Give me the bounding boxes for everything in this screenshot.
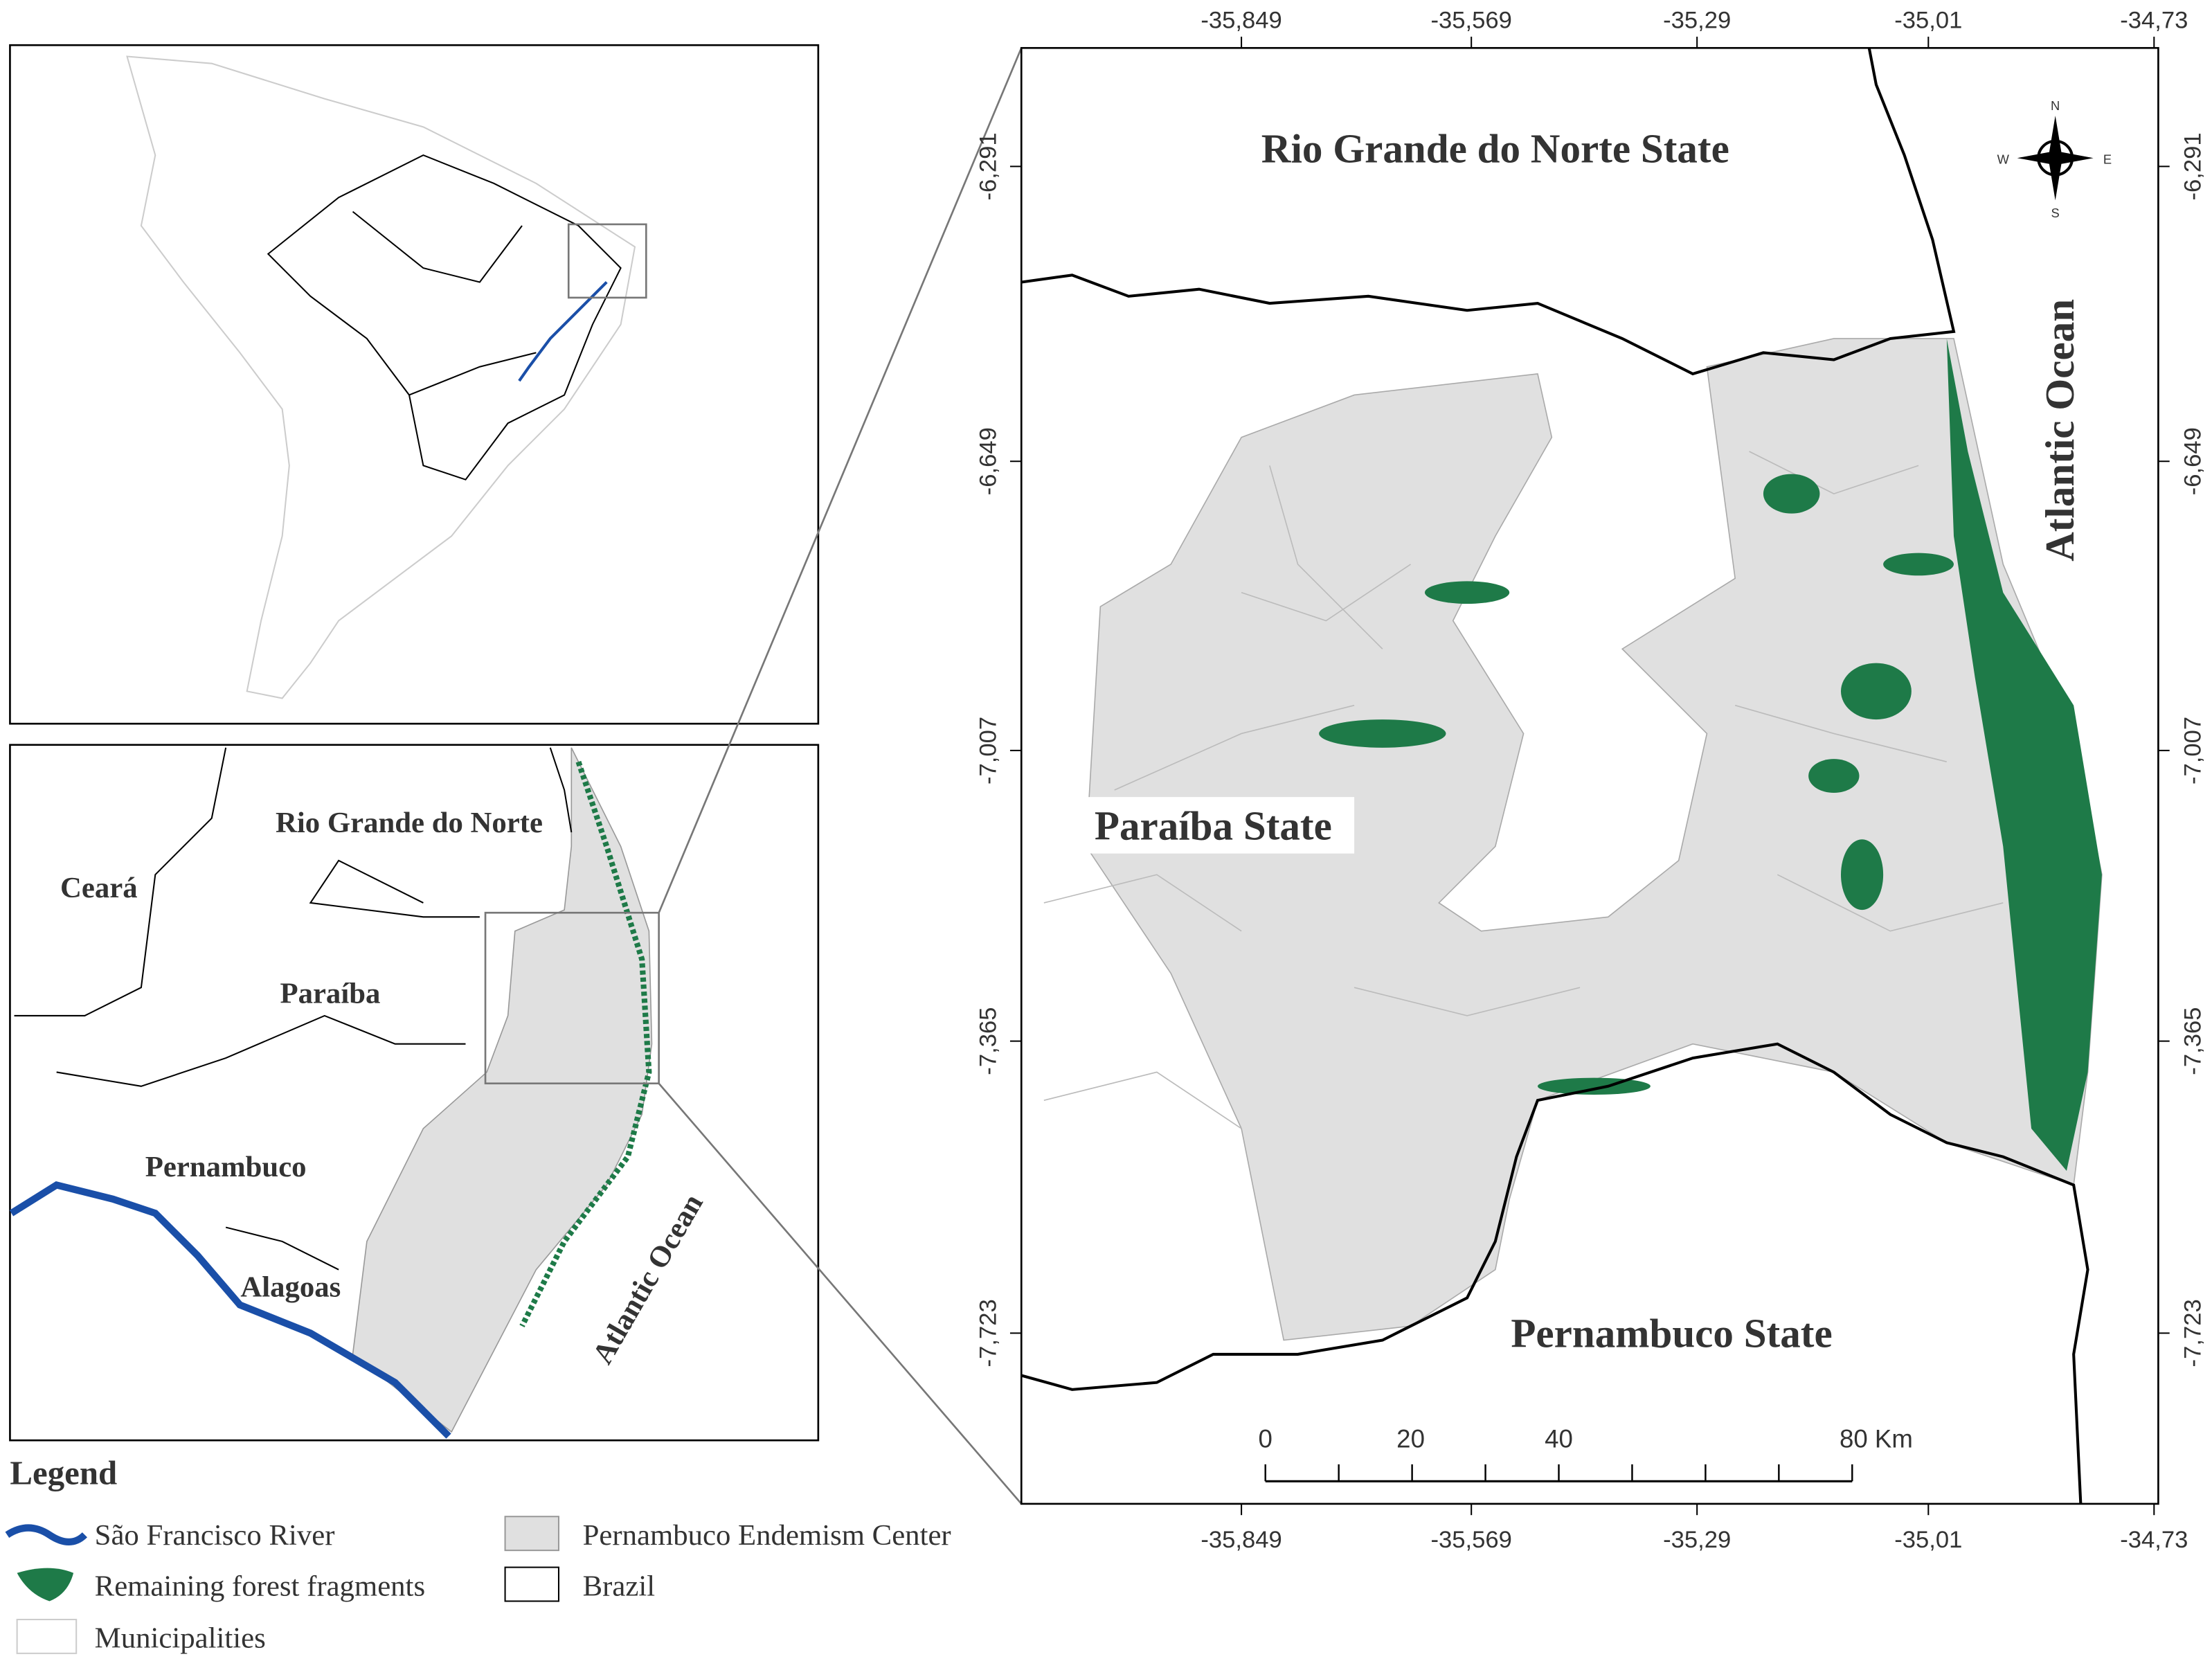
forest-fragment (1840, 839, 1884, 911)
region-label: Alagoas (240, 1271, 341, 1303)
forest-fragment (1840, 663, 1912, 720)
scale-label: 0 (1259, 1424, 1273, 1453)
rn-border (1020, 47, 1956, 376)
scale-bar: 0 20 40 80 Km (1259, 1424, 1913, 1482)
zoom-box (567, 223, 647, 299)
river-inset (518, 281, 608, 382)
pe-border (1020, 1042, 2089, 1504)
y-tick-label: -7,723 (975, 1299, 1002, 1367)
state-label: Rio Grande do Norte State (1261, 125, 1729, 171)
compass-rose (2017, 116, 2094, 201)
coordinate-ticks: -35,849 -35,849 -35,569 -35,569 -35,29 -35,29… (975, 8, 2206, 1553)
zoom-line (658, 47, 1023, 913)
x-tick-label: -35,569 (1430, 8, 1511, 34)
region-label: Rio Grande do Norte (276, 807, 543, 839)
y-tick-label: -6,649 (975, 427, 1002, 495)
inset-frame (9, 44, 820, 725)
legend-label: Remaining forest fragments (95, 1570, 425, 1602)
forest-fragment (1808, 759, 1860, 793)
y-tick-label: -7,007 (975, 717, 1002, 784)
forest-fragment (1424, 581, 1510, 604)
zoom-line (658, 1082, 1023, 1505)
state-borders (14, 747, 573, 1271)
region-label: Paraíba (280, 978, 380, 1010)
river (9, 1181, 451, 1439)
x-tick-label: -35,29 (1663, 8, 1731, 34)
x-tick-label: -35,849 (1201, 8, 1282, 34)
x-tick-label: -34,73 (2120, 8, 2188, 34)
legend: Legend São Francisco River Pernambuco En… (5, 1453, 951, 1655)
legend-swatch (504, 1566, 560, 1602)
scale-label: 80 Km (1840, 1424, 1913, 1453)
x-tick-label: -35,569 (1430, 1527, 1511, 1553)
legend-label: Pernambuco Endemism Center (583, 1519, 951, 1552)
x-tick-label: -35,01 (1894, 8, 1962, 34)
forest-fragment (1537, 1077, 1651, 1095)
forest-fragment (1763, 474, 1820, 514)
compass-label: E (2103, 152, 2112, 166)
legend-label: Brazil (583, 1570, 656, 1602)
state-label: Paraíba State (1095, 802, 1332, 848)
legend-swatch (16, 1618, 78, 1654)
y-tick-label: -6,291 (975, 132, 1002, 200)
legend-swatch (5, 1524, 88, 1545)
label-halo (1072, 797, 1355, 854)
state-label: Pernambuco State (1511, 1311, 1832, 1356)
region-label: Pernambuco (145, 1151, 307, 1183)
y-tick-label: -7,723 (2180, 1299, 2206, 1367)
y-tick-label: -6,291 (2180, 132, 2206, 200)
y-tick-label: -7,007 (2180, 717, 2206, 784)
scale-label: 40 (1545, 1424, 1573, 1453)
y-tick-label: -7,365 (2180, 1007, 2206, 1075)
y-tick-label: -7,365 (975, 1007, 1002, 1075)
brazil-states (267, 154, 622, 481)
forest-fragment (1319, 719, 1446, 748)
scale-label: 20 (1396, 1424, 1425, 1453)
endemism-center (1086, 338, 2103, 1341)
forest-fragment (1883, 553, 1954, 576)
y-tick-label: -6,649 (2180, 427, 2206, 495)
zoom-box (484, 911, 660, 1085)
x-tick-label: -34,73 (2120, 1527, 2188, 1553)
legend-swatch (17, 1568, 74, 1602)
legend-label: São Francisco River (95, 1519, 335, 1552)
forest-fragments (1319, 338, 2102, 1172)
municipalities (1043, 451, 2004, 1129)
compass-label: N (2051, 98, 2060, 113)
continent-outline (126, 55, 636, 699)
compass-label: W (1997, 152, 2010, 166)
compass: N S E W (1997, 98, 2112, 220)
x-tick-label: -35,01 (1894, 1527, 1962, 1553)
legend-label: Municipalities (95, 1622, 266, 1655)
compass-label: S (2051, 206, 2060, 220)
region-label: Ceará (60, 872, 138, 904)
legend-swatch (504, 1516, 560, 1552)
forest-fragments-inset (519, 760, 652, 1327)
ocean-label: Atlantic Ocean (2037, 299, 2083, 562)
forest-fragment (1946, 338, 2102, 1172)
legend-title: Legend (10, 1453, 117, 1491)
x-tick-label: -35,29 (1663, 1527, 1731, 1553)
x-tick-label: -35,849 (1201, 1527, 1282, 1553)
